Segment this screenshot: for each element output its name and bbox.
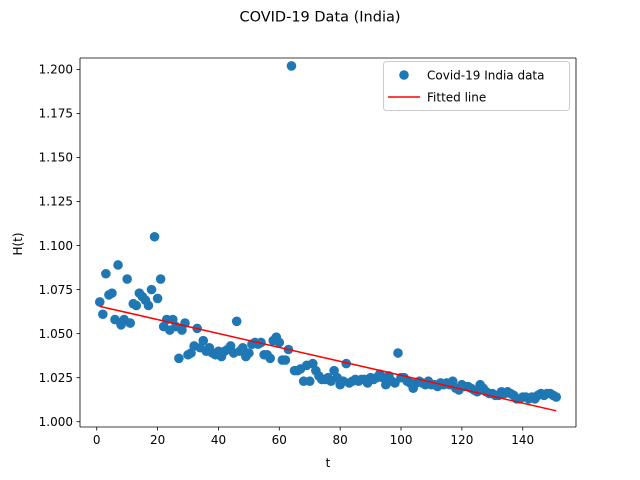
y-tick-label: 1.175 (39, 107, 73, 121)
plot-area (94, 61, 562, 412)
data-point (107, 288, 117, 298)
legend-frame (383, 61, 570, 111)
data-point (286, 61, 297, 71)
data-point (131, 300, 142, 311)
y-tick-label: 1.125 (39, 195, 73, 209)
legend: Covid-19 India data Fitted line (383, 61, 570, 111)
data-point (174, 353, 184, 364)
x-tick-label: 0 (93, 433, 101, 447)
y-tick-label: 1.025 (39, 371, 73, 385)
data-point (149, 231, 160, 242)
data-point (304, 376, 315, 387)
y-tick-label: 1.050 (39, 327, 73, 341)
x-tick-label: 60 (272, 433, 287, 447)
data-point (551, 392, 562, 402)
data-point (393, 348, 403, 358)
data-point (274, 337, 285, 348)
data-point (101, 268, 111, 279)
y-tick-label: 1.000 (39, 415, 73, 429)
data-point (231, 316, 242, 327)
y-tick-label: 1.100 (39, 239, 73, 253)
fitted-line (99, 305, 557, 412)
x-tick-label: 80 (333, 433, 348, 447)
data-point (280, 355, 291, 365)
data-point (143, 300, 154, 311)
x-tick-label: 40 (211, 433, 226, 447)
x-tick-label: 100 (390, 433, 413, 447)
legend-label-fit: Fitted line (427, 91, 486, 105)
x-tick-label: 20 (150, 433, 165, 447)
x-axis-label: t (326, 456, 331, 470)
y-axis-label: H(t) (11, 232, 25, 255)
x-tick-label: 120 (450, 433, 473, 447)
data-point (265, 353, 275, 364)
data-point (98, 309, 108, 320)
x-tick-label: 140 (511, 433, 534, 447)
data-point (94, 297, 105, 307)
data-point (152, 293, 163, 304)
axes: 0 20 40 60 80 100 120 140 1.0001.0251.0501.0751… (39, 57, 577, 447)
data-point (198, 335, 209, 346)
data-point (244, 348, 254, 358)
legend-marker-data (399, 70, 409, 80)
y-tick-label: 1.075 (39, 283, 73, 297)
data-point (122, 274, 132, 284)
y-tick-label: 1.150 (39, 151, 73, 165)
y-tick-label: 1.200 (39, 63, 73, 77)
chart-title: COVID-19 Data (India) (239, 10, 400, 26)
data-point (155, 274, 166, 284)
data-point (113, 260, 123, 270)
x-axis-ticks: 0 20 40 60 80 100 120 140 (93, 427, 534, 447)
data-point (341, 358, 352, 369)
data-point (146, 284, 157, 295)
data-point (125, 318, 136, 328)
data-point (256, 337, 266, 348)
y-axis-ticks: 1.000 1.025 1.050 1.075 1.100 1.125 1.150 1.175… (39, 63, 80, 429)
legend-label-data: Covid-19 India data (427, 69, 544, 83)
